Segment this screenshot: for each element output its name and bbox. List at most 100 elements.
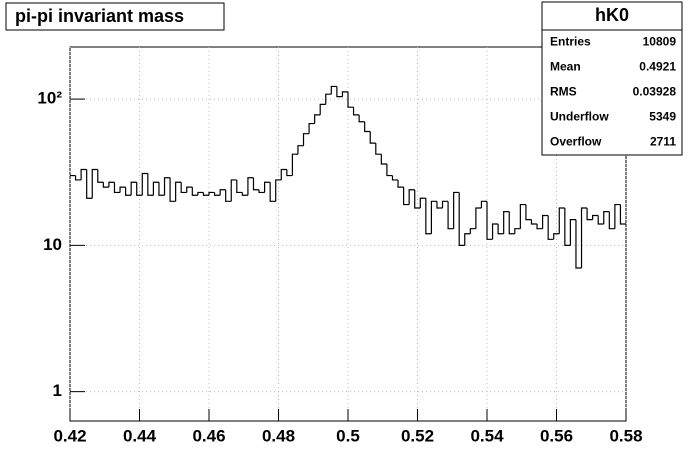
histogram-bin: [280, 168, 287, 180]
stats-value: 0.03928: [633, 85, 677, 99]
histogram-bin: [136, 182, 143, 196]
histogram-bin: [80, 168, 87, 180]
y-tick-label: 10: [43, 235, 62, 254]
histogram-bin: [264, 181, 271, 193]
histogram-bin: [525, 204, 532, 221]
histogram-bin: [597, 215, 604, 225]
histogram-bin: [580, 207, 588, 269]
histogram-bin: [97, 169, 104, 183]
histogram-bin: [197, 191, 204, 196]
stats-label: Overflow: [550, 135, 602, 149]
histogram-bin: [425, 198, 432, 235]
histogram-bin: [436, 201, 443, 209]
histogram-bin: [469, 228, 476, 234]
x-tick-label: 0.42: [53, 426, 86, 445]
histogram-bin: [314, 114, 321, 124]
histogram-bin: [258, 189, 265, 194]
histogram-bin: [180, 182, 187, 194]
histogram-bin: [247, 177, 254, 196]
histogram-bin: [325, 93, 332, 105]
y-tick-label: 10²: [37, 89, 62, 108]
y-tick-label: 1: [53, 381, 62, 400]
histogram-bin: [208, 191, 215, 196]
histogram-bin: [408, 189, 415, 205]
histogram-bin: [275, 179, 282, 202]
x-tick-label: 0.52: [401, 426, 434, 445]
histogram-bin: [447, 201, 454, 230]
x-tick-label: 0.56: [540, 426, 573, 445]
histogram-bin: [391, 175, 399, 181]
histogram-bin: [108, 181, 115, 188]
stats-title: hK0: [595, 5, 629, 25]
stats-value: 2711: [650, 135, 676, 149]
histogram-bin: [291, 153, 298, 176]
histogram-bin: [503, 211, 510, 234]
histogram-bin: [125, 187, 132, 196]
histogram-bin: [619, 204, 626, 225]
histogram-bin: [414, 189, 421, 209]
histogram-bin: [297, 145, 304, 155]
histogram-bin: [464, 233, 471, 246]
x-tick-label: 0.54: [470, 426, 504, 445]
histogram-bin: [603, 211, 610, 224]
histogram-bin: [514, 228, 521, 234]
histogram-bin: [147, 173, 154, 196]
histogram-bin: [419, 197, 426, 209]
x-tick-label: 0.48: [262, 426, 295, 445]
histogram-bin: [241, 192, 248, 196]
histogram-bin: [352, 107, 360, 116]
histogram-bin: [403, 187, 410, 206]
histogram-bin: [113, 182, 121, 194]
histogram-bin: [163, 177, 171, 196]
histogram-bin: [553, 233, 560, 240]
histogram-bin: [236, 179, 243, 194]
histogram-bin: [86, 169, 93, 199]
histogram-bin: [269, 182, 276, 202]
histogram-bin: [575, 219, 582, 269]
histogram-bin: [486, 201, 493, 240]
stats-label: Underflow: [550, 110, 609, 124]
histogram-bin: [169, 177, 176, 202]
stats-label: Mean: [550, 60, 581, 74]
histogram-bin: [475, 207, 482, 229]
histogram-bin: [441, 200, 449, 209]
stats-value: 0.4921: [639, 60, 676, 74]
stats-label: Entries: [550, 35, 591, 49]
histogram-bin: [542, 214, 549, 229]
histogram-bin: [453, 191, 460, 229]
histogram-bin: [608, 211, 615, 230]
stats-label: RMS: [550, 85, 577, 99]
histogram-bin: [519, 203, 526, 229]
histogram-bin: [191, 187, 198, 196]
x-tick-label: 0.44: [123, 426, 157, 445]
histogram-bin: [364, 121, 371, 133]
histogram-bin: [375, 143, 382, 155]
histogram-bin: [347, 91, 354, 108]
histogram-bin: [102, 182, 109, 188]
stats-value: 5349: [649, 110, 676, 124]
histogram-bin: [336, 86, 343, 98]
x-tick-label: 0.58: [609, 426, 642, 445]
histogram-bin: [586, 208, 593, 221]
histogram-bin: [91, 168, 98, 199]
histogram-bin: [230, 179, 237, 202]
histogram-bin: [458, 192, 465, 246]
histogram-bin: [491, 223, 499, 240]
histogram-bin: [547, 215, 554, 240]
histogram-bin: [592, 214, 599, 220]
histogram-bin: [480, 200, 487, 209]
x-tick-label: 0.5: [336, 426, 360, 445]
histogram-bin: [508, 211, 515, 235]
histogram-bin: [302, 133, 310, 146]
histogram-bin: [225, 189, 232, 202]
histogram-bin: [119, 186, 126, 193]
histogram-bin: [386, 163, 393, 177]
histogram-bin: [308, 122, 315, 134]
histogram-bin: [397, 179, 404, 188]
histogram-bin: [152, 181, 159, 196]
histogram-bin: [614, 203, 621, 229]
histogram-bin: [569, 219, 576, 246]
stats-box: [541, 1, 683, 156]
histogram-bin: [497, 223, 504, 235]
